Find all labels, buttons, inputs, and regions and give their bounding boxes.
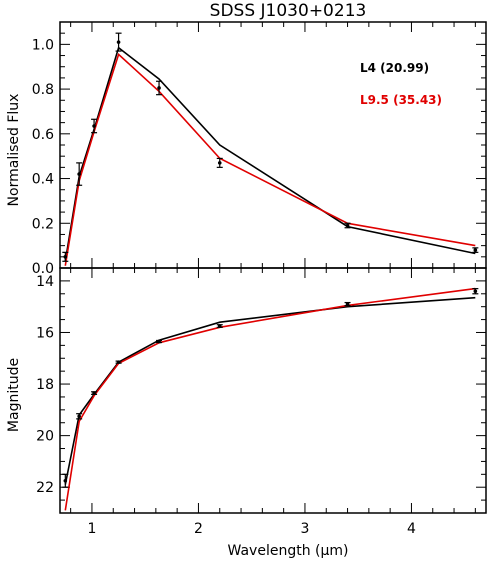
observed-point [473, 289, 478, 294]
y-axis-label-flux: Normalised Flux [6, 94, 22, 207]
x-tick-label: 3 [300, 521, 309, 537]
observed-point [63, 255, 68, 259]
legend-entry: L9.5 (35.43) [360, 93, 442, 107]
x-axis-label: Wavelength (μm) [228, 543, 349, 559]
y-tick-label: 0.0 [32, 261, 54, 277]
observed-point [217, 161, 222, 165]
y-tick-label: 0.8 [32, 82, 54, 98]
observed-point [345, 302, 350, 306]
legend-entry: L4 (20.99) [360, 61, 429, 75]
series-line-l9-5-35-43- [64, 52, 476, 266]
observed-point [157, 86, 161, 90]
y-tick-label: 14 [36, 274, 54, 290]
y-tick-label: 18 [36, 377, 54, 393]
observed-point [116, 40, 121, 44]
observed-point [157, 339, 161, 344]
y-tick-label: 22 [36, 480, 54, 496]
observed-point [217, 324, 222, 328]
x-tick-label: 4 [407, 521, 416, 537]
y-axis-label-magnitude: Magnitude [6, 358, 22, 432]
y-tick-label: 16 [36, 325, 54, 341]
magnitude-panel: 14 16 18 20 22 1 2 3 4 [36, 267, 487, 537]
flux-panel: 0.0 0.2 0.4 0.6 0.8 1.0 L4 (20.99) L9.5 (35.43) [32, 21, 487, 277]
observed-point [473, 248, 478, 252]
figure-title: SDSS J1030+0213 [210, 1, 367, 21]
observed-point [77, 414, 81, 419]
observed-point [116, 360, 121, 364]
series-line-l4-20-99- [64, 46, 476, 262]
plot-frame [59, 267, 487, 514]
y-tick-label: 0.6 [32, 127, 54, 143]
y-tick-label: 0.4 [32, 172, 54, 188]
observed-point [77, 172, 81, 176]
observed-point [63, 478, 68, 483]
x-tick-label: 1 [87, 521, 96, 537]
observed-point [92, 124, 96, 128]
observed-point [92, 391, 96, 395]
y-tick-label: 0.2 [32, 216, 54, 232]
series-line-l4-20-99- [64, 296, 476, 485]
y-tick-label: 20 [36, 429, 54, 445]
series-line-l9-5-35-43- [64, 287, 476, 511]
y-tick-label: 1.0 [32, 37, 54, 53]
x-tick-label: 2 [194, 521, 203, 537]
observed-point [345, 223, 350, 228]
